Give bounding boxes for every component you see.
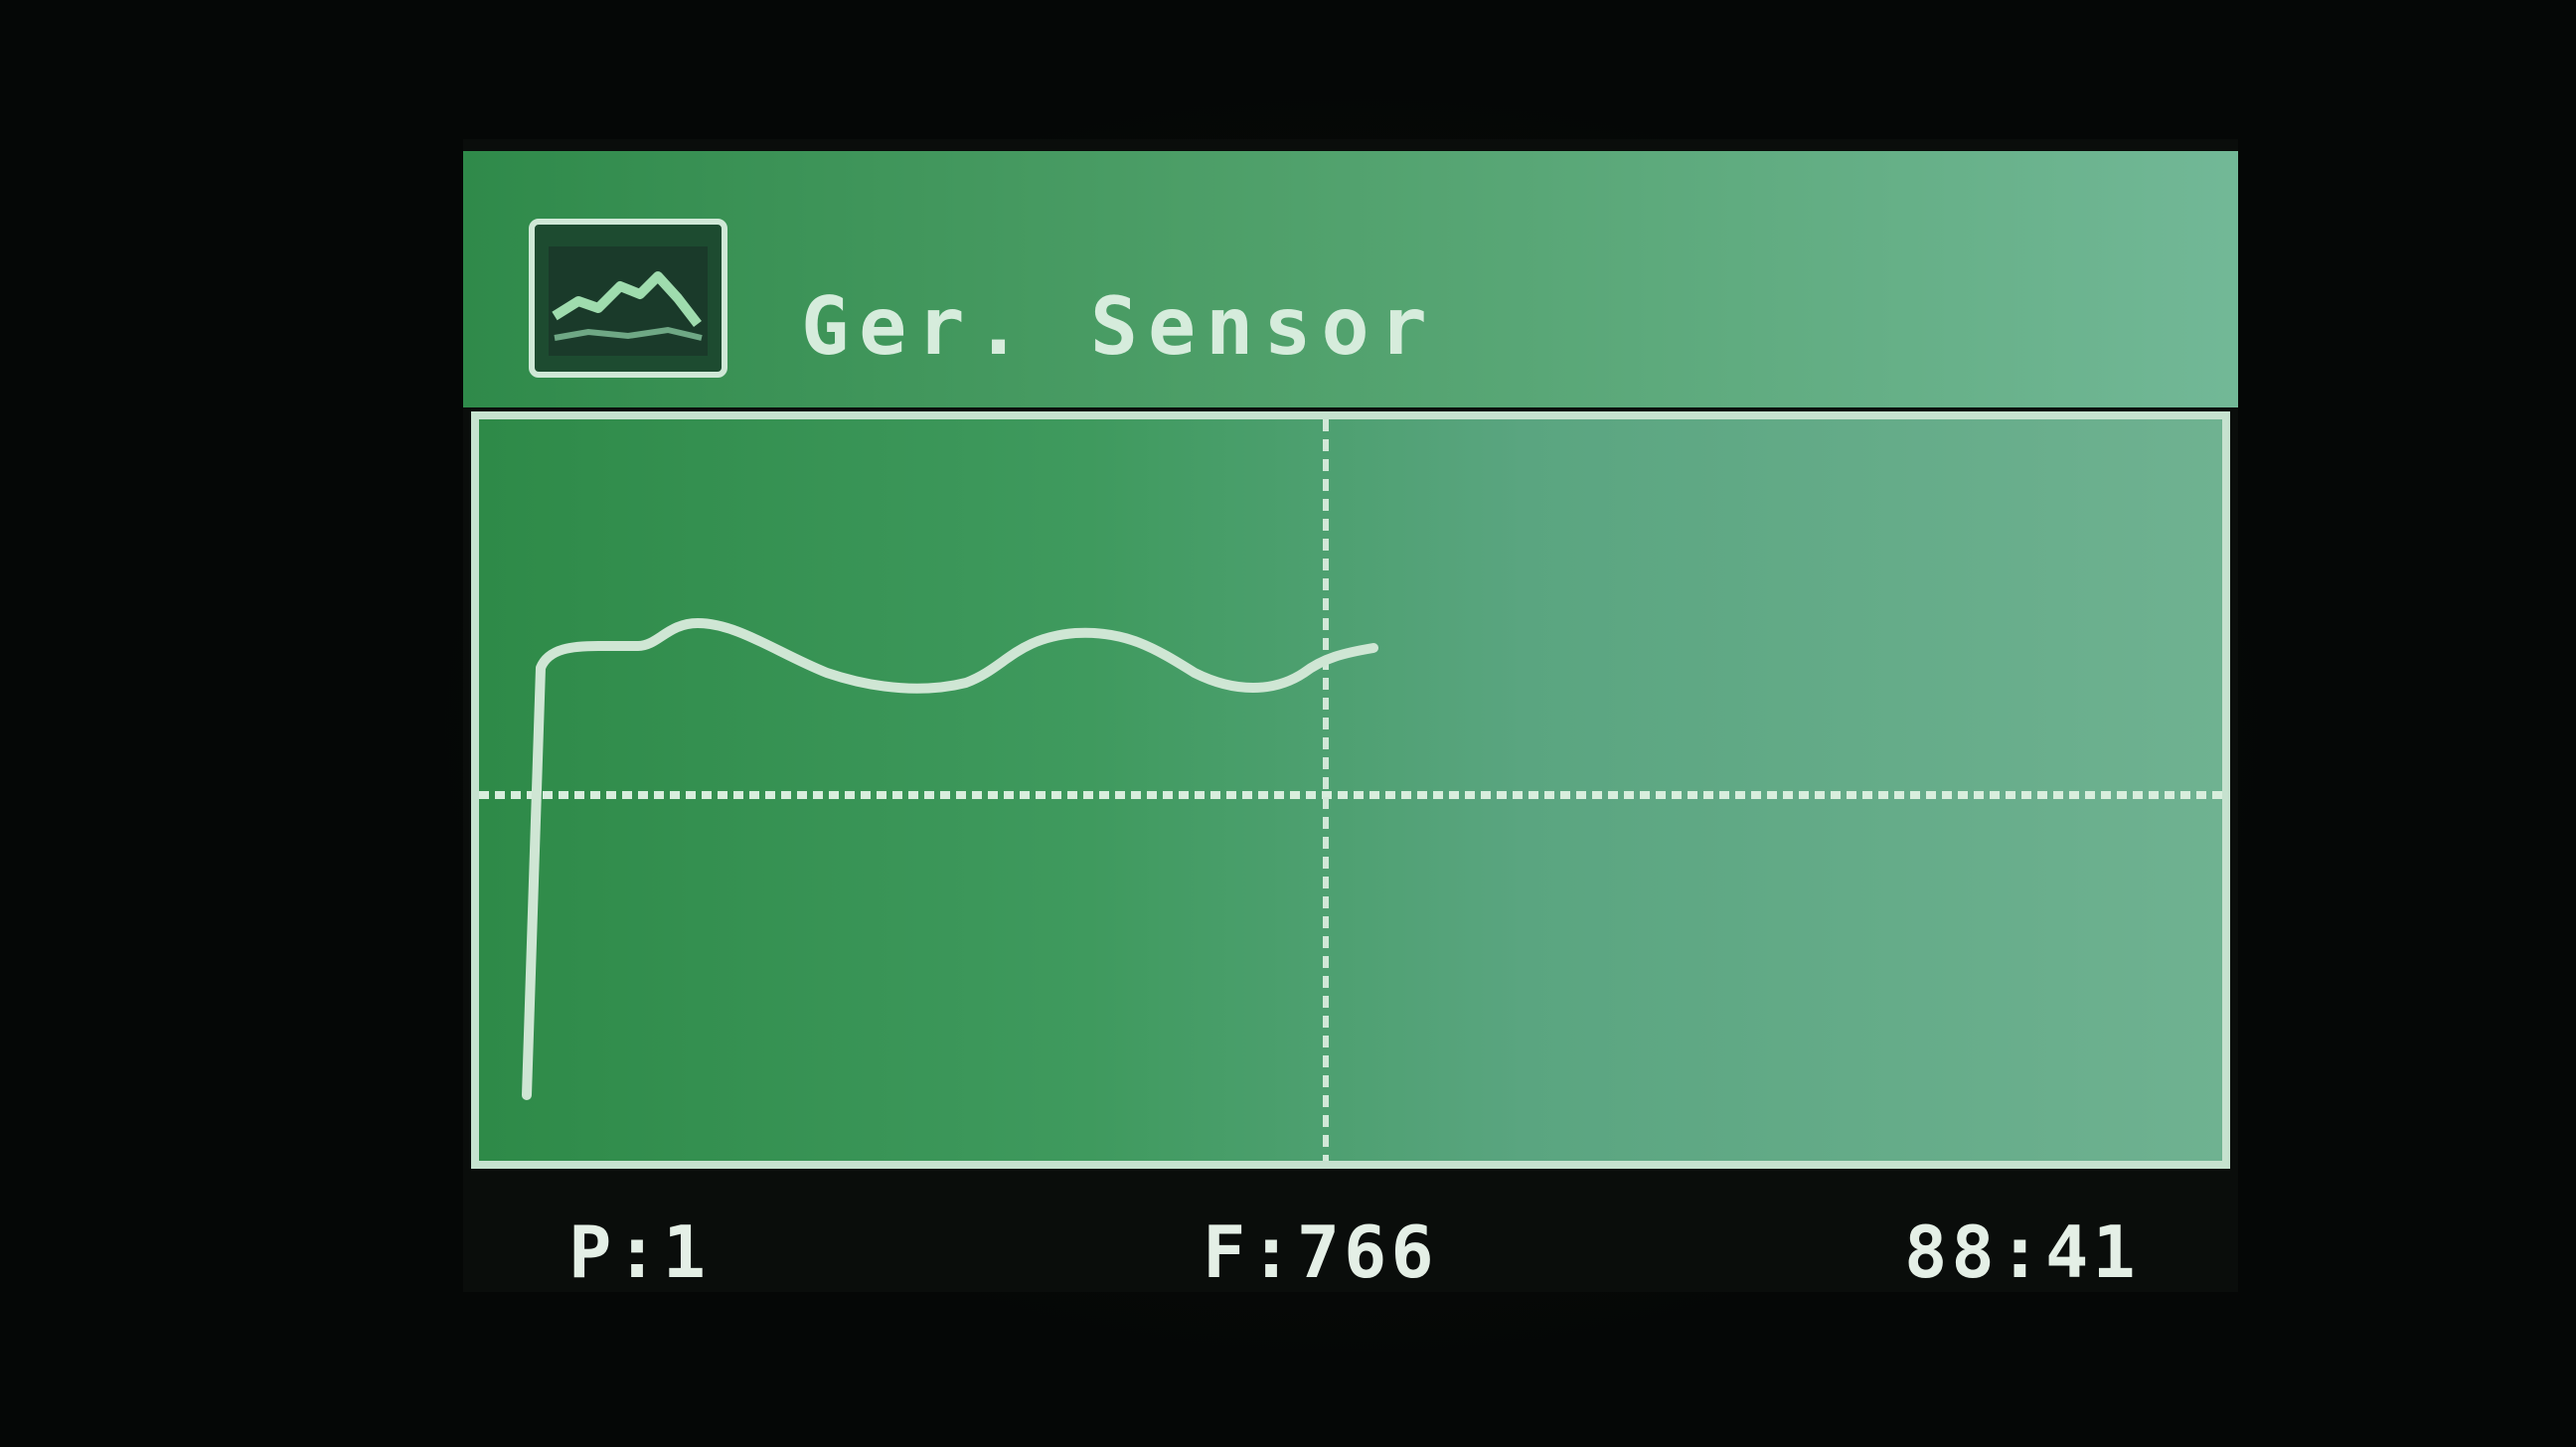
status-right: 88:41 (1904, 1210, 2140, 1294)
graph-icon[interactable] (529, 219, 727, 378)
sensor-graph (471, 411, 2230, 1169)
status-left: P:1 (568, 1210, 711, 1294)
status-center: F:766 (1203, 1210, 1438, 1294)
page-title: Ger. Sensor (801, 280, 1437, 373)
header-bar: Ger. Sensor (463, 151, 2238, 407)
device-screen: Ger. Sensor P:1 F:766 88:41 (463, 139, 2238, 1294)
sensor-trace (522, 618, 1378, 1100)
